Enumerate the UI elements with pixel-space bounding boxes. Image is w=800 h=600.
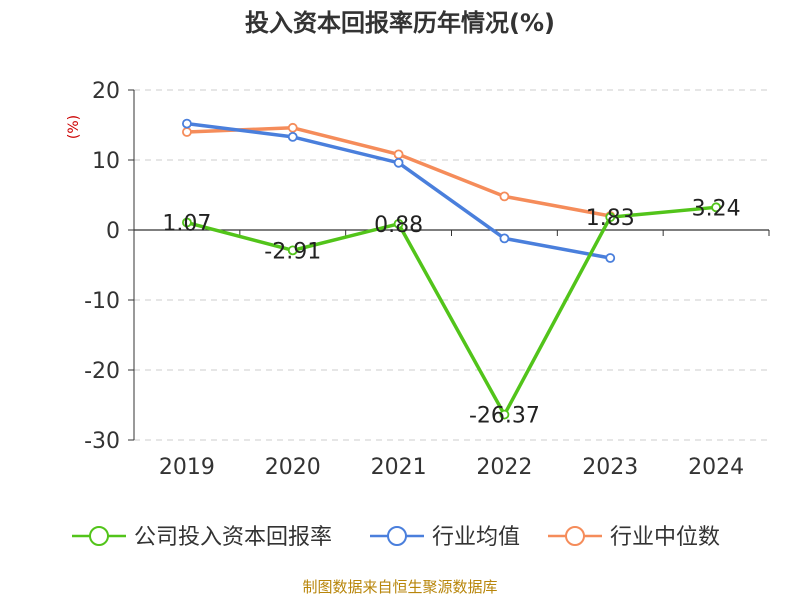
legend-label: 行业均值 bbox=[432, 525, 520, 550]
data-label: -26.37 bbox=[469, 404, 540, 429]
legend-swatch-marker bbox=[89, 526, 109, 546]
series-line bbox=[186, 126, 611, 218]
data-point bbox=[711, 202, 721, 213]
x-tick-label: 2020 bbox=[265, 455, 321, 480]
legend-item[interactable]: 行业中位数 bbox=[548, 525, 720, 550]
data-point bbox=[499, 191, 510, 202]
legend-label: 公司投入资本回报率 bbox=[134, 525, 332, 550]
data-point bbox=[393, 157, 404, 168]
data-point bbox=[605, 253, 616, 263]
data-point bbox=[287, 122, 298, 133]
data-point bbox=[393, 149, 404, 160]
series-line bbox=[186, 205, 717, 417]
x-tick-label: 2022 bbox=[476, 455, 532, 480]
x-tick-label: 2024 bbox=[688, 455, 744, 480]
series-group bbox=[182, 118, 721, 420]
data-point bbox=[499, 233, 510, 244]
y-tick-label: -20 bbox=[84, 359, 120, 384]
legend-item[interactable]: 公司投入资本回报率 bbox=[72, 525, 332, 550]
data-label: 0.88 bbox=[374, 213, 423, 238]
data-point bbox=[393, 218, 404, 229]
data-point bbox=[287, 131, 298, 142]
x-tick-label: 2019 bbox=[159, 455, 215, 480]
y-axis-unit: (%) bbox=[66, 115, 82, 139]
data-point bbox=[182, 118, 192, 129]
data-point bbox=[499, 409, 510, 420]
data-point bbox=[182, 127, 192, 137]
data-label: 3.24 bbox=[692, 196, 741, 221]
x-tick-label: 2023 bbox=[582, 455, 638, 480]
legend-label: 行业中位数 bbox=[610, 525, 720, 550]
x-tick-label: 2021 bbox=[371, 455, 427, 480]
data-label: -2.91 bbox=[264, 239, 321, 264]
data-point bbox=[605, 212, 616, 223]
y-tick-label: -30 bbox=[84, 429, 120, 454]
legend-swatch-marker bbox=[387, 526, 407, 546]
axes: 20 10 0 -10 -20 -30 2019 2020 2021 2022 2023 2024 bbox=[84, 79, 770, 480]
legend[interactable]: 公司投入资本回报率 行业均值 行业中位数 bbox=[72, 525, 720, 550]
data-labels: 1.07 -2.91 0.88 -26.37 1.83 3.24 bbox=[162, 196, 740, 428]
source-note: 制图数据来自恒生聚源数据库 bbox=[302, 578, 497, 596]
grid-lines bbox=[134, 89, 769, 441]
y-tick-label: -10 bbox=[84, 289, 120, 314]
data-label: 1.07 bbox=[162, 212, 211, 237]
legend-swatch-marker bbox=[565, 526, 585, 546]
data-label: 1.83 bbox=[586, 206, 635, 231]
y-tick-label: 20 bbox=[92, 79, 120, 104]
y-tick-label: 10 bbox=[92, 149, 120, 174]
chart-title: 投入资本回报率历年情况(%) bbox=[245, 9, 555, 37]
data-point bbox=[287, 245, 298, 256]
data-point bbox=[182, 217, 192, 228]
y-tick-label: 0 bbox=[106, 219, 120, 244]
legend-item[interactable]: 行业均值 bbox=[370, 525, 520, 550]
